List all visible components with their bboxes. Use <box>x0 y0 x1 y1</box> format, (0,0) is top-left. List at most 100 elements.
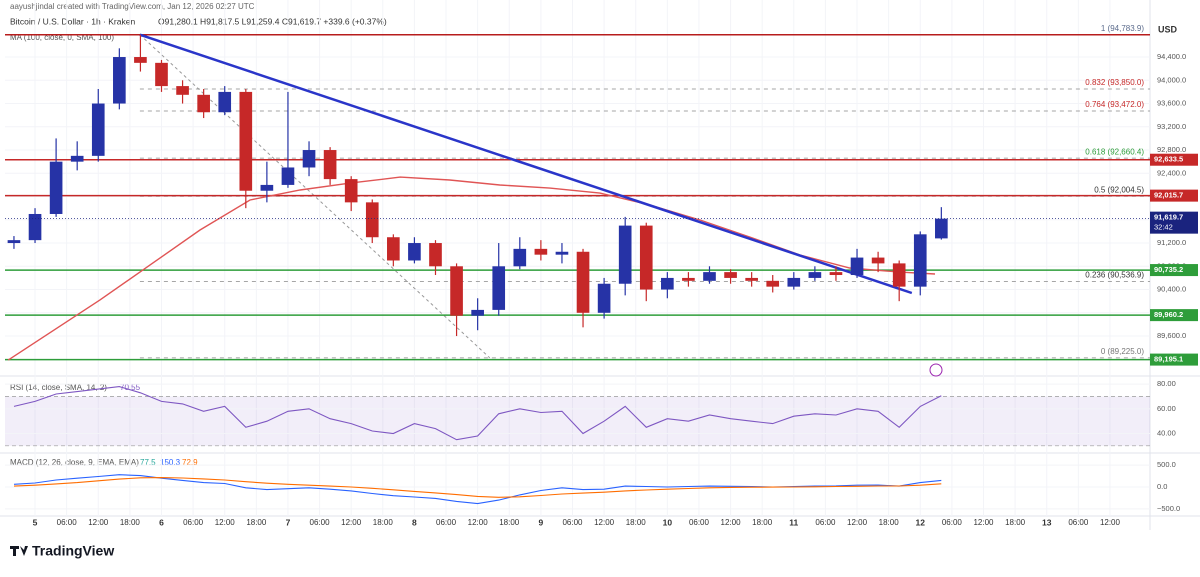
candle-body <box>745 277 758 281</box>
x-tick-label: 11 <box>789 517 798 527</box>
candle-body <box>787 277 801 287</box>
event-icon[interactable] <box>929 363 943 377</box>
candle-body <box>70 155 84 162</box>
x-tick-label: 18:00 <box>879 518 900 527</box>
author-note: aayushjindal created with TradingView.co… <box>10 2 255 11</box>
x-tick-label: 18:00 <box>246 518 267 527</box>
candle-body <box>618 225 632 284</box>
currency: USD <box>1158 24 1178 34</box>
x-tick-label: 12:00 <box>88 518 109 527</box>
y-tick-label: 80.00 <box>1157 379 1176 388</box>
macd-readout: 72.9 <box>182 458 198 467</box>
price-tag <box>1150 211 1198 234</box>
brand: TradingView <box>32 543 114 559</box>
x-tick-label: 12:00 <box>341 518 362 527</box>
fib-label: 0.764 (93,472.0) <box>1085 100 1144 109</box>
x-tick-label: 06:00 <box>1068 518 1089 527</box>
price-tag-label: 92,015.7 <box>1154 191 1183 200</box>
candle-body <box>281 167 295 185</box>
fib-label: 0.832 (93,850.0) <box>1085 78 1144 87</box>
candle-body <box>176 86 189 95</box>
price-tag <box>1150 189 1198 202</box>
x-tick-label: 6 <box>159 517 164 527</box>
candle-body <box>576 251 590 313</box>
x-tick-label: 9 <box>539 517 544 527</box>
x-tick-label: 7 <box>286 517 291 527</box>
logo: TradingView <box>10 543 114 559</box>
macd-readout: 77.5 <box>140 458 156 467</box>
x-tick-label: 18:00 <box>373 518 394 527</box>
candle-body <box>829 272 843 276</box>
y-tick-label: 94,400.0 <box>1157 52 1186 61</box>
candle-body <box>344 179 358 203</box>
candle-body <box>534 248 548 255</box>
candle-body <box>724 272 737 278</box>
y-tick-label: 94,000.0 <box>1157 75 1186 84</box>
candle-body <box>365 202 379 238</box>
candle-body <box>218 91 232 113</box>
candle-body <box>703 272 716 281</box>
candle-body <box>597 283 611 313</box>
candle-body <box>408 243 421 261</box>
candle-body <box>555 251 569 255</box>
rsi-title: RSI (14, close, SMA, 14, 2) <box>10 383 107 392</box>
candle-body <box>682 277 695 281</box>
last-price-label: 91,619.7 <box>1154 213 1183 222</box>
fib-anchor <box>139 34 491 359</box>
x-tick-label: 12:00 <box>215 518 236 527</box>
x-tick-label: 5 <box>33 517 38 527</box>
macd-readout: 150.3 <box>160 458 181 467</box>
rsi-band <box>5 396 1150 446</box>
x-tick-label: 12:00 <box>847 518 868 527</box>
x-tick-label: 12:00 <box>594 518 615 527</box>
x-tick-label: 18:00 <box>499 518 520 527</box>
x-tick-label: 8 <box>412 517 417 527</box>
x-tick-label: 18:00 <box>626 518 647 527</box>
price-tag <box>1150 264 1198 277</box>
macd-title: MACD (12, 26, close, 9, EMA, EMA) <box>10 458 139 467</box>
y-tick-label: 92,800.0 <box>1157 145 1186 154</box>
x-tick-label: 06:00 <box>436 518 457 527</box>
y-tick-label: 93,600.0 <box>1157 99 1186 108</box>
candle-body <box>113 57 126 104</box>
x-tick-label: 12:00 <box>721 518 742 527</box>
candle-body <box>766 280 780 287</box>
candle-body <box>450 266 463 316</box>
y-tick-label: 0.0 <box>1157 482 1167 491</box>
candle-body <box>808 272 822 278</box>
x-tick-label: 12:00 <box>973 518 994 527</box>
price-tag-label: 90,735.2 <box>1154 265 1183 274</box>
x-tick-label: 12:00 <box>468 518 489 527</box>
x-tick-label: 13 <box>1042 517 1052 527</box>
candle-body <box>49 161 63 214</box>
y-tick-label: 500.0 <box>1157 460 1176 469</box>
candle-body <box>134 57 147 63</box>
x-tick-label: 06:00 <box>57 518 78 527</box>
fib-label: 0.618 (92,660.4) <box>1085 147 1144 156</box>
price-tag <box>1150 353 1198 366</box>
candle-body <box>197 94 210 113</box>
countdown: 32:42 <box>1154 223 1173 232</box>
candle-body <box>871 257 885 264</box>
candle-body <box>850 257 864 276</box>
x-tick-label: 10 <box>663 517 673 527</box>
candle-body <box>913 234 927 287</box>
x-tick-label: 06:00 <box>183 518 204 527</box>
price-tag-label: 89,960.2 <box>1154 310 1183 319</box>
y-tick-label: 93,200.0 <box>1157 122 1186 131</box>
ohlc: O91,280.1 H91,817.5 L91,259.4 C91,619.7 … <box>158 16 387 26</box>
candle-body <box>429 243 442 267</box>
x-tick-label: 06:00 <box>815 518 836 527</box>
candle-body <box>239 91 253 191</box>
fib-label: 1 (94,783.9) <box>1101 24 1144 33</box>
ma-label: MA (100, close, 0, SMA, 100) <box>10 33 114 42</box>
candle-body <box>7 240 21 244</box>
trendline <box>139 33 913 295</box>
y-tick-label: −500.0 <box>1157 504 1180 513</box>
fib-label: 0 (89,225.0) <box>1101 347 1144 356</box>
candle-body <box>513 248 527 267</box>
price-tag-label: 89,195.1 <box>1154 355 1183 364</box>
x-tick-label: 18:00 <box>752 518 773 527</box>
fib-label: 0.5 (92,004.5) <box>1094 185 1144 194</box>
